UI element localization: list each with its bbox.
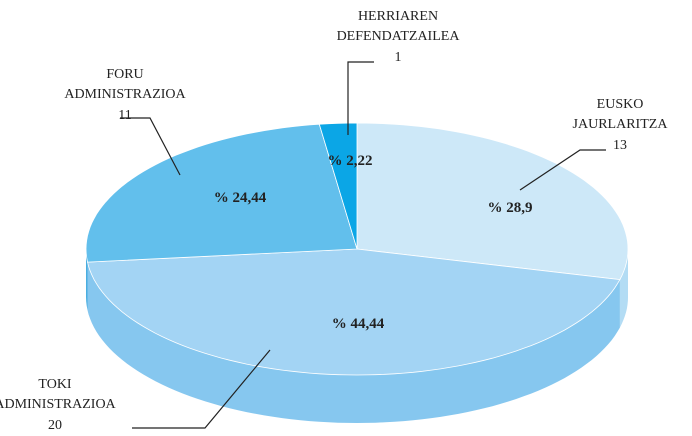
slice xyxy=(356,122,629,281)
leader-line xyxy=(120,117,181,176)
slice-side xyxy=(86,249,88,311)
count-label: 1 xyxy=(395,50,402,65)
leader-line xyxy=(519,149,606,191)
count-label: 13 xyxy=(613,138,627,153)
category-label: HERRIAREN DEFENDATZAILEA xyxy=(337,9,461,44)
slice xyxy=(85,123,358,263)
slice xyxy=(86,248,621,376)
category-label: EUSKO JAURLARITZA xyxy=(573,97,669,132)
slice-side xyxy=(619,249,628,328)
slice-side xyxy=(87,262,620,423)
slice xyxy=(318,122,358,250)
data-label: % 28,9 xyxy=(488,200,533,216)
category-label: FORU ADMINISTRAZIOA xyxy=(64,67,186,102)
data-label: % 44,44 xyxy=(332,316,385,332)
count-label: 20 xyxy=(48,418,62,433)
leader-line xyxy=(347,61,374,135)
data-label: % 24,44 xyxy=(214,190,267,206)
category-label: TOKI ADMINISTRAZIOA xyxy=(0,377,117,412)
data-label: % 2,22 xyxy=(328,153,373,169)
count-label: 11 xyxy=(118,108,131,123)
leader-line xyxy=(132,349,271,429)
